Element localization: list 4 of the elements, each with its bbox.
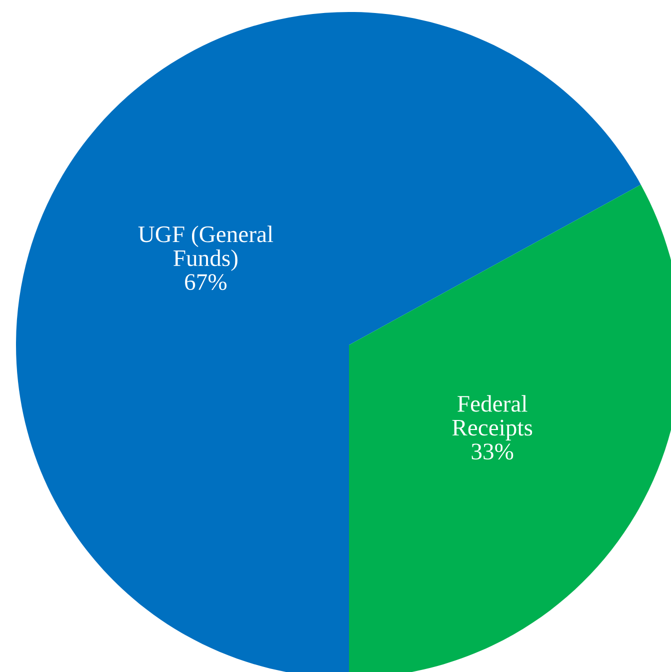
data-label: 33% xyxy=(472,444,514,460)
data-label: 67% xyxy=(185,274,227,290)
slice-label: UGF (General Funds) xyxy=(138,226,274,271)
slice-label: Federal Receipts xyxy=(452,395,532,440)
